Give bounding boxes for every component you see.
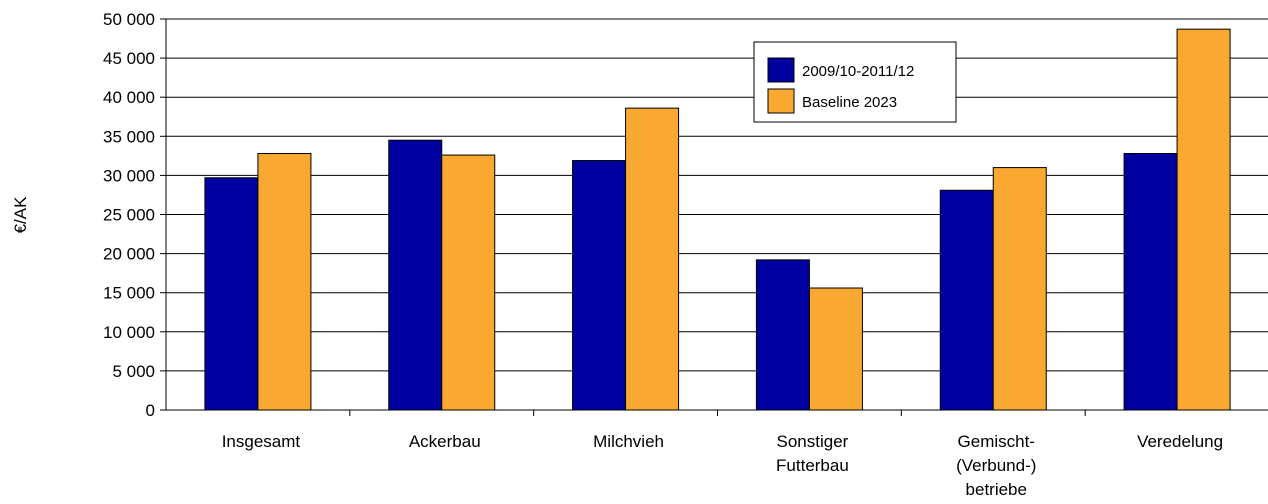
- bar-series-2-2: [625, 107, 680, 411]
- y-tick-label: 5 000: [112, 362, 155, 381]
- legend-label-series-2: Baseline 2023: [802, 94, 897, 111]
- y-tick-label: 45 000: [103, 49, 155, 68]
- y-tick-label: 10 000: [103, 323, 155, 342]
- gridlines: [166, 18, 1268, 372]
- bar-series-1-0: [204, 177, 259, 411]
- y-tick-label: 30 000: [103, 166, 155, 185]
- y-tick-label: 35 000: [103, 127, 155, 146]
- x-category-label: Veredelung: [1137, 432, 1223, 451]
- y-tick-label: 20 000: [103, 245, 155, 264]
- x-axis-labels: Insgesamt Ackerbau Milchvieh Sonstiger Futte…: [222, 410, 1223, 499]
- y-axis-label: €/AK: [11, 196, 30, 234]
- bar-series-2-4: [992, 167, 1047, 411]
- bar-series-1-3: [755, 259, 810, 411]
- x-category-label: Milchvieh: [593, 432, 664, 451]
- y-axis-ticks: 0 5 000 10 000 15 000 20 000 25 000 30 000 35 0…: [103, 10, 166, 420]
- legend-swatch-series-2: [767, 88, 795, 114]
- y-tick-label: 40 000: [103, 88, 155, 107]
- x-category-label: Sonstiger: [777, 432, 849, 451]
- x-category-label: Futterbau: [776, 456, 849, 475]
- bar-series-1-5: [1123, 153, 1178, 411]
- bar-series-1-1: [388, 139, 443, 411]
- legend: 2009/10-2011/12 Baseline 2023: [753, 41, 957, 123]
- y-tick-label: 50 000: [103, 10, 155, 29]
- y-tick-label: 0: [146, 401, 155, 420]
- bar-series-2-1: [441, 154, 496, 411]
- bar-series-1-2: [572, 160, 627, 411]
- legend-label-series-1: 2009/10-2011/12: [802, 63, 914, 80]
- bar-series-2-0: [257, 153, 312, 411]
- bar-series-2-5: [1176, 28, 1231, 411]
- bars: [204, 28, 1231, 411]
- bar-series-2-3: [808, 287, 863, 411]
- y-tick-label: 15 000: [103, 284, 155, 303]
- bar-series-1-4: [939, 189, 994, 411]
- x-category-label: (Verbund-): [956, 456, 1036, 475]
- legend-swatch-series-1: [767, 57, 795, 83]
- y-tick-label: 25 000: [103, 206, 155, 225]
- x-category-label: Ackerbau: [409, 432, 481, 451]
- x-category-label: Gemischt-: [958, 432, 1035, 451]
- x-category-label: betriebe: [966, 480, 1027, 499]
- x-category-label: Insgesamt: [222, 432, 301, 451]
